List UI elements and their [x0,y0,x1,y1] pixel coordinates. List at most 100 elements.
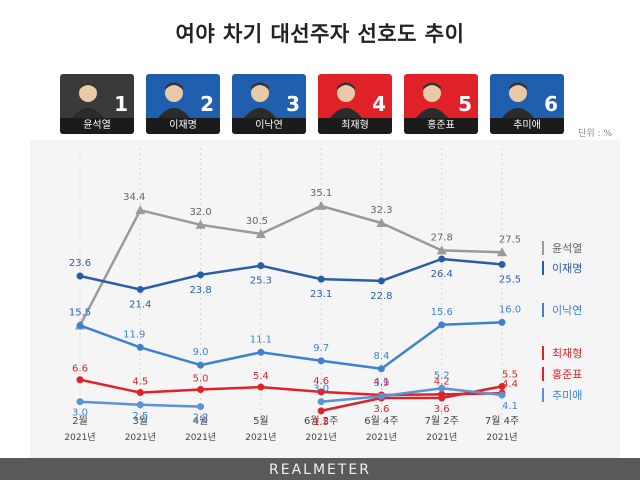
data-point [255,228,266,238]
x-tick-sublabel: 2021년 [125,432,156,443]
data-label: 25.3 [250,276,272,287]
candidate-strip: 1 윤석열 2 이재명 3 이낙연 4 최재형 5 홍준표 6 추미애 [60,74,580,136]
data-label: 15.5 [69,307,91,318]
data-point [257,262,265,270]
legend-marker [542,346,544,360]
data-label: 11.9 [123,329,145,340]
data-point [498,391,506,399]
candidate-photo [502,82,534,118]
legend-label: 윤석열 [552,242,582,255]
data-point [197,403,205,411]
data-label: 34.4 [123,192,145,203]
legend-label: 추미애 [552,389,582,402]
series-line-이재명 [79,257,503,291]
candidate-number: 6 [544,92,558,116]
candidate-number: 4 [372,92,386,116]
candidate-card-5: 5 홍준표 [404,74,478,134]
data-label: 4.2 [434,376,450,387]
data-label: 2.5 [132,411,148,422]
data-label: 6.6 [72,364,88,375]
data-label: 9.7 [313,343,329,354]
x-tick-sublabel: 2021년 [306,432,337,443]
data-point [317,275,325,283]
line-chart: 2월 2021년 3월 2021년 4월 2021년 5월 2021년 6월 2주 2021년 6월… [64,148,582,443]
data-point [197,271,205,279]
x-tick-label: 7월 2주 [425,415,459,427]
data-point [438,321,446,329]
data-label: 3.0 [72,408,88,419]
data-label: 25.5 [499,274,521,285]
data-label: 4.6 [313,376,329,387]
data-point [136,285,144,293]
candidate-name: 최재형 [318,118,392,134]
data-label: 27.5 [499,234,521,245]
data-point [438,390,446,398]
data-label: 4.1 [502,401,518,412]
data-label: 4.1 [373,377,389,388]
x-tick-sublabel: 2021년 [245,432,276,443]
candidate-photo [330,82,362,118]
data-point [497,247,507,257]
series-line-홍준표 [79,378,503,397]
legend-label: 홍준표 [552,367,582,381]
data-label: 3.6 [434,404,450,415]
data-point [136,389,144,397]
candidate-card-1: 1 윤석열 [60,74,134,134]
candidate-number: 5 [458,92,472,116]
data-label: 26.4 [431,269,453,280]
series-line-윤석열 [78,204,503,326]
x-tick-label: 6월 4주 [364,415,398,427]
x-tick-label: 4월 [193,415,209,427]
candidate-name: 윤석열 [60,118,134,134]
data-label: 2.2 [193,413,209,424]
candidate-name: 이낙연 [232,118,306,134]
data-point [135,205,146,215]
data-label: 9.0 [193,347,209,358]
x-tick-label: 5월 [253,415,269,427]
data-point [498,260,506,268]
chart-title: 여야 차기 대선주자 선호도 추이 [175,22,465,46]
data-label: 3.9 [373,378,389,389]
data-point [197,361,205,369]
legend-label: 최재형 [552,347,582,360]
candidate-number: 2 [200,92,214,116]
legend-label: 이재명 [552,262,582,275]
data-point [76,272,84,280]
data-point [377,277,385,285]
data-label: 3.0 [313,384,329,395]
candidate-card-4: 4 최재형 [318,74,392,134]
data-point [317,407,325,415]
x-tick-label: 7월 4주 [485,415,519,427]
x-tick-sublabel: 2021년 [486,432,517,443]
data-point [76,398,84,406]
data-label: 15.6 [431,307,453,318]
data-point [76,321,84,329]
data-point [195,219,206,229]
x-tick-label: 2월 [72,415,88,427]
data-point [197,386,205,393]
data-point [316,200,327,210]
data-label: 23.8 [189,285,211,296]
candidate-card-3: 3 이낙연 [232,74,306,134]
data-point [257,348,265,356]
data-label: 22.8 [370,291,392,302]
x-tick-sublabel: 2021년 [426,432,457,443]
x-tick-label: 6월 2주 [304,415,338,427]
candidate-photo [244,82,276,118]
x-tick-sublabel: 2021년 [64,432,95,443]
data-point [436,245,447,255]
footer-brand: REALMETER [0,458,640,480]
candidate-number: 3 [286,92,300,116]
candidate-photo [72,82,104,118]
data-label: 5.5 [502,369,518,380]
data-point [438,384,446,392]
candidate-name: 홍준표 [404,118,478,134]
data-label: 30.5 [246,216,268,227]
data-label: 27.8 [431,232,453,243]
data-label: 8.4 [373,351,389,362]
candidate-number: 1 [114,92,128,116]
legend-marker [542,261,544,275]
data-label: 1.5 [313,417,329,428]
data-label: 4.4 [502,379,518,390]
data-point [317,398,325,406]
